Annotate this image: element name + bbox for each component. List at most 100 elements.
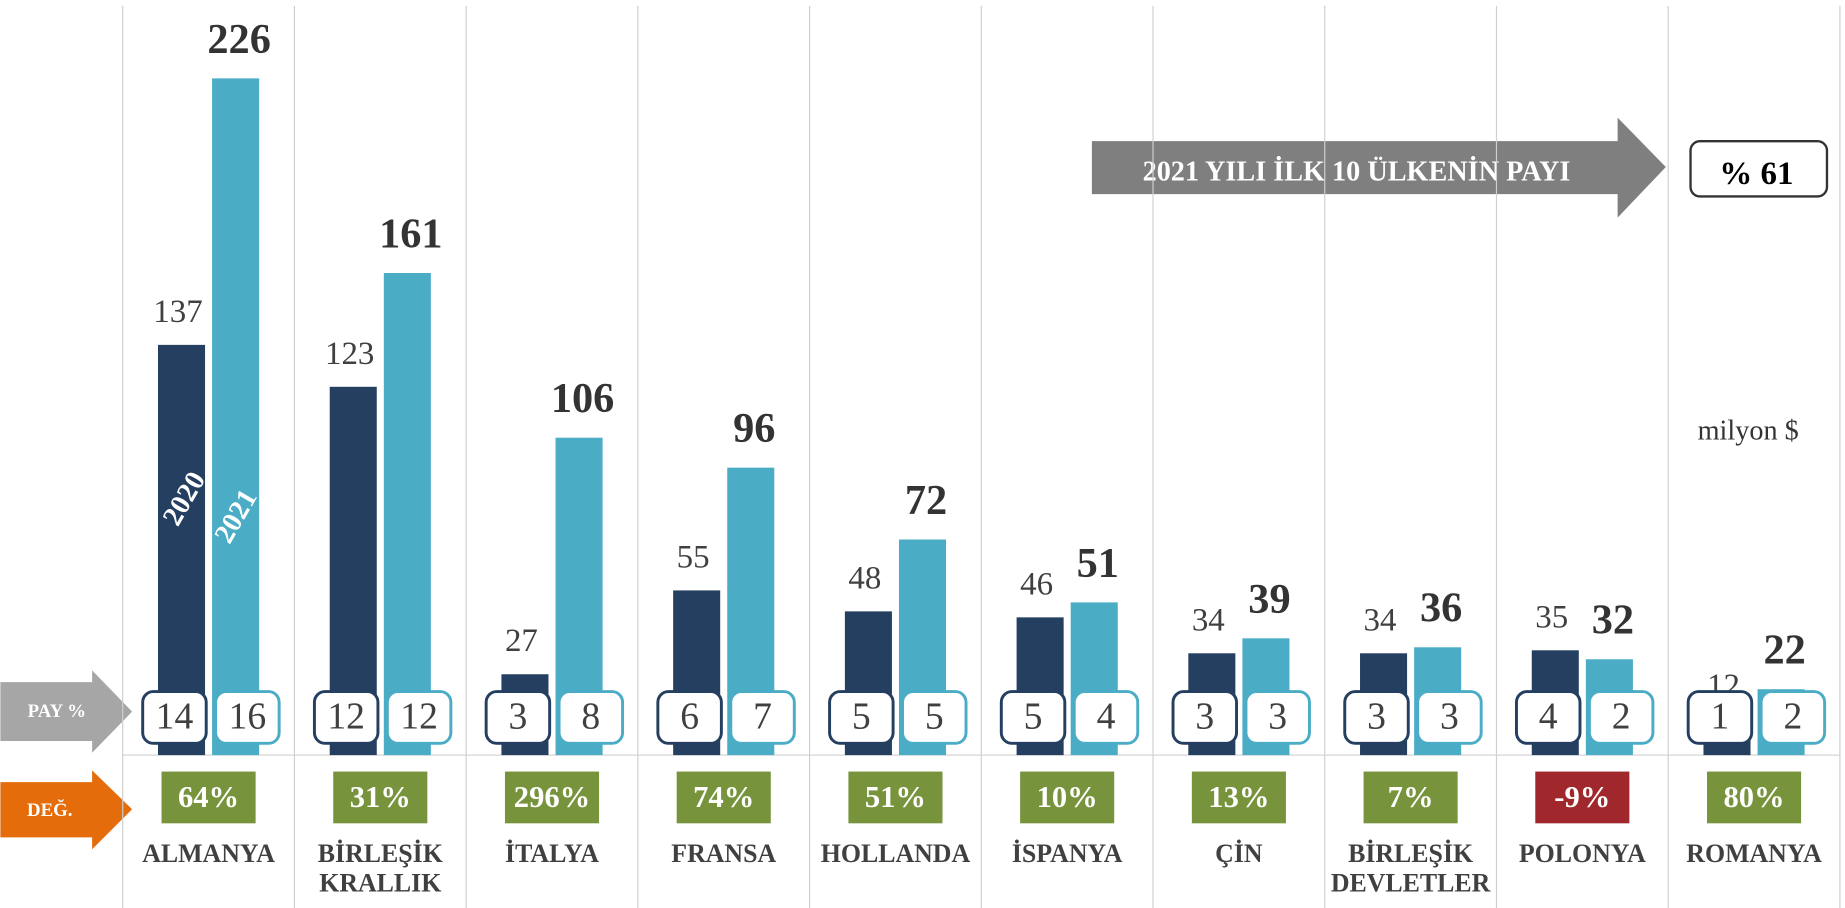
- change-label: -9%: [1554, 780, 1610, 814]
- share-value: 16: [229, 695, 267, 737]
- category-label: ÇİN: [1215, 839, 1263, 868]
- share-value: 4: [1539, 695, 1558, 737]
- value-label: 72: [905, 477, 947, 524]
- share-box: [828, 690, 895, 745]
- change-label: 296%: [514, 780, 590, 814]
- share-value: 3: [508, 695, 527, 737]
- share-value: 7: [753, 695, 772, 737]
- category-label: BİRLEŞİK DEVLETLER: [1331, 839, 1491, 897]
- value-label: 123: [325, 336, 374, 372]
- change-label: 13%: [1208, 780, 1269, 814]
- share-value: 2: [1612, 695, 1631, 737]
- value-label: 39: [1248, 576, 1290, 623]
- change-label: 31%: [350, 780, 411, 814]
- value-label: 22: [1763, 627, 1805, 674]
- annotation-value: % 61: [1719, 156, 1793, 192]
- category-label: BİRLEŞİK KRALLIK: [318, 839, 443, 897]
- share-value: 5: [852, 695, 871, 737]
- share-box: [1686, 690, 1754, 745]
- annotation-box: [1689, 139, 1829, 198]
- value-label: 46: [1020, 566, 1053, 602]
- share-value: 3: [1440, 695, 1459, 737]
- share-box: [484, 690, 552, 745]
- category-label: FRANSA: [671, 839, 776, 868]
- share-box: [1244, 690, 1311, 745]
- change-label: 80%: [1723, 780, 1784, 814]
- bar: [157, 344, 206, 756]
- share-label: PAY %: [28, 701, 86, 722]
- share-box: [141, 690, 208, 745]
- change-label: 10%: [1037, 780, 1098, 814]
- share-box: [312, 690, 380, 745]
- change-box: [848, 771, 943, 824]
- share-arrow: [0, 670, 133, 753]
- share-value: 12: [327, 695, 365, 737]
- change-label: DEĞ.: [27, 799, 72, 821]
- value-label: 34: [1364, 602, 1397, 638]
- change-box: [161, 771, 256, 824]
- category-label: İTALYA: [505, 839, 599, 868]
- change-box: [676, 771, 771, 824]
- change-box: [1191, 771, 1286, 824]
- change-box: [1363, 771, 1458, 824]
- value-label: 106: [551, 375, 615, 422]
- share-box: [557, 690, 625, 745]
- share-value: 8: [581, 695, 600, 737]
- share-box: [1416, 690, 1483, 745]
- share-box: [656, 690, 723, 745]
- change-box: [504, 771, 600, 824]
- change-box: [333, 771, 428, 824]
- share-box: [1759, 690, 1827, 745]
- value-label: 34: [1192, 602, 1225, 638]
- share-value: 1: [1711, 695, 1730, 737]
- share-box: [1514, 690, 1582, 745]
- share-value: 4: [1097, 695, 1116, 737]
- change-arrow: [0, 770, 133, 850]
- change-box: [1707, 771, 1802, 824]
- share-value: 14: [156, 695, 194, 737]
- share-value: 2: [1783, 695, 1802, 737]
- share-value: 12: [400, 695, 438, 737]
- share-box: [999, 690, 1067, 745]
- share-value: 5: [1024, 695, 1043, 737]
- share-value: 6: [680, 695, 699, 737]
- share-value: 3: [1367, 695, 1386, 737]
- share-box: [1587, 690, 1655, 745]
- value-label: 48: [848, 560, 881, 596]
- share-box: [901, 690, 968, 745]
- value-label: 51: [1077, 540, 1119, 587]
- value-label: 137: [153, 294, 202, 330]
- category-label: ROMANYA: [1686, 839, 1822, 868]
- value-label: 27: [505, 623, 538, 659]
- big-arrow: [1091, 117, 1666, 218]
- category-label: ALMANYA: [142, 839, 275, 868]
- annotation: 2021 YILI İLK 10 ÜLKENİN PAYI: [1143, 157, 1571, 188]
- change-label: 74%: [693, 780, 754, 814]
- change-label: 64%: [178, 780, 239, 814]
- share-box: [1171, 690, 1239, 745]
- change-label: 51%: [865, 780, 926, 814]
- change-label: 7%: [1388, 780, 1434, 814]
- value-label: 36: [1420, 585, 1462, 632]
- value-label: 35: [1535, 599, 1568, 635]
- value-label: 96: [733, 405, 775, 452]
- bar: [212, 78, 260, 756]
- value-label: 161: [379, 210, 443, 257]
- value-label: 226: [207, 16, 271, 63]
- bar: [383, 273, 431, 756]
- share-value: 3: [1268, 695, 1287, 737]
- category-label: HOLLANDA: [821, 839, 971, 868]
- value-label: 32: [1592, 597, 1634, 644]
- share-box: [1343, 690, 1410, 745]
- change-box: [1535, 771, 1630, 824]
- share-value: 3: [1195, 695, 1214, 737]
- share-box: [729, 690, 796, 745]
- unit-label: milyon $: [1698, 415, 1799, 446]
- category-label: POLONYA: [1519, 839, 1646, 868]
- share-box: [1072, 690, 1140, 745]
- change-box: [1020, 771, 1115, 824]
- share-box: [385, 690, 453, 745]
- category-label: İSPANYA: [1012, 839, 1123, 868]
- share-box: [214, 690, 281, 745]
